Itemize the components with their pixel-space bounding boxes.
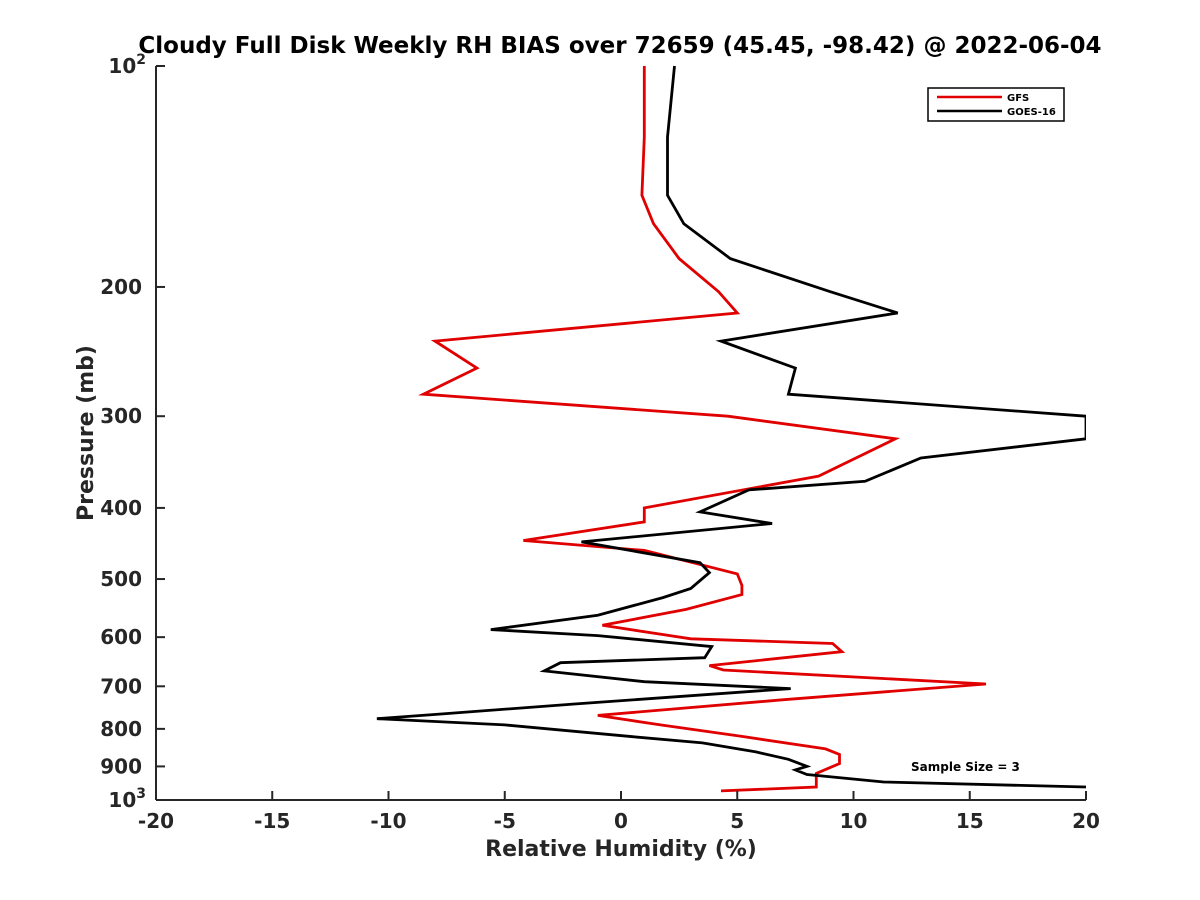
x-ticks: -20 -15 -10 -5 0 5 10 15 20 xyxy=(138,791,1100,833)
x-tick-label: 5 xyxy=(730,809,744,833)
y-tick-label-exponent: 2 xyxy=(136,52,146,68)
x-axis-label: Relative Humidity (%) xyxy=(485,837,757,862)
x-tick-label: 15 xyxy=(956,809,984,833)
x-tick-label: -20 xyxy=(138,809,174,833)
series-layer xyxy=(376,65,1086,793)
legend: GFS GOES-16 xyxy=(927,87,1065,122)
y-tick-label: 300 xyxy=(100,404,142,428)
x-tick-label: 20 xyxy=(1072,809,1100,833)
legend-box xyxy=(927,87,1065,122)
x-tick-label: -10 xyxy=(370,809,406,833)
y-tick-label: 103 xyxy=(108,786,146,812)
chart-title: Cloudy Full Disk Weekly RH BIAS over 726… xyxy=(138,33,1101,59)
series-line-gfs xyxy=(418,66,987,793)
sample-size-annotation: Sample Size = 3 xyxy=(911,760,1020,774)
x-tick-label: 10 xyxy=(840,809,868,833)
x-tick-label: 0 xyxy=(614,809,628,833)
y-tick-label: 500 xyxy=(100,567,142,591)
x-tick-label: -5 xyxy=(494,809,516,833)
y-tick-label-base: 10 xyxy=(108,54,136,78)
y-axis-label: Pressure (mb) xyxy=(74,345,99,521)
legend-label-gfs: GFS xyxy=(1007,93,1029,104)
series-line-goes16 xyxy=(376,65,1086,789)
y-tick-label-base: 10 xyxy=(108,788,136,812)
y-tick-label: 800 xyxy=(100,717,142,741)
y-tick-label: 200 xyxy=(100,275,142,299)
x-tick-label: -15 xyxy=(254,809,290,833)
y-tick-label: 900 xyxy=(100,754,142,778)
y-tick-label: 700 xyxy=(100,674,142,698)
y-tick-label-exponent: 3 xyxy=(136,786,146,802)
y-tick-label: 102 xyxy=(108,52,146,78)
legend-label-goes16: GOES-16 xyxy=(1007,107,1056,118)
y-tick-label: 400 xyxy=(100,496,142,520)
y-tick-label: 600 xyxy=(100,625,142,649)
